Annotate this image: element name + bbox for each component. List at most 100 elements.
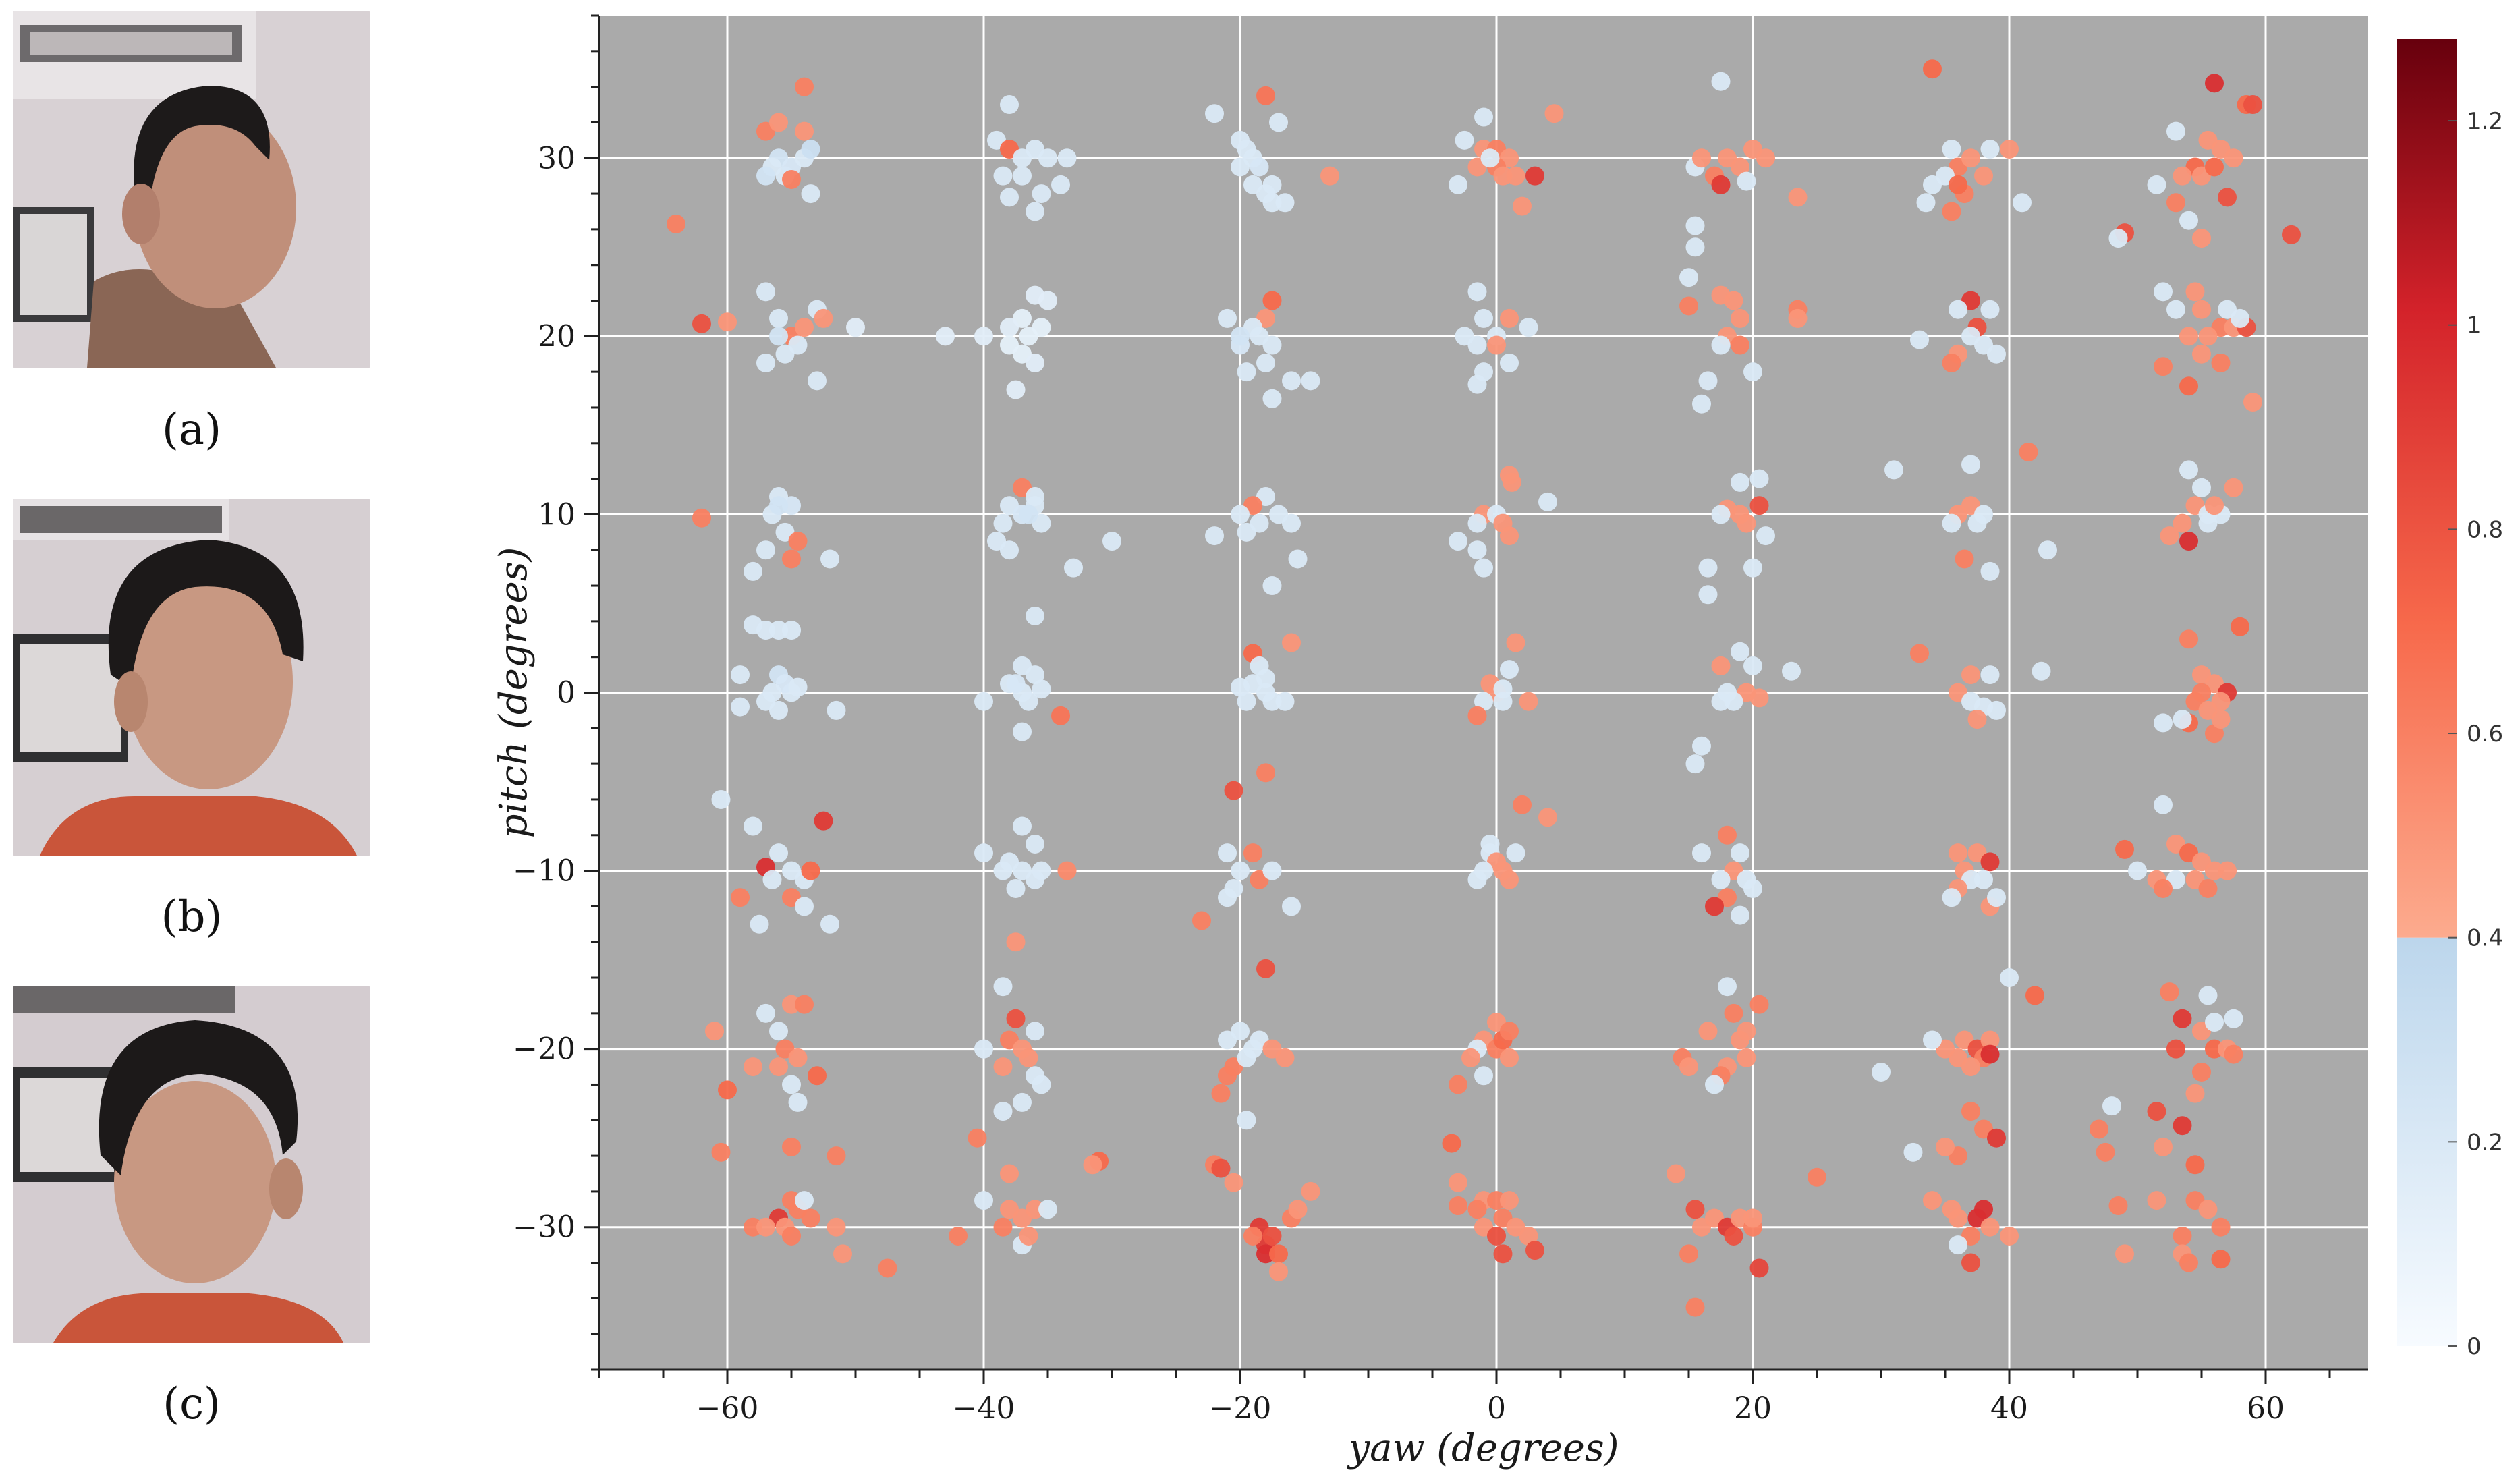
data-point bbox=[1237, 1111, 1256, 1130]
data-point bbox=[1692, 148, 1711, 168]
data-point bbox=[2185, 1155, 2205, 1175]
data-point bbox=[756, 282, 775, 302]
data-point bbox=[2211, 1250, 2231, 1269]
data-point bbox=[2198, 327, 2218, 346]
data-point bbox=[2224, 1009, 2243, 1028]
data-point bbox=[1980, 561, 2000, 581]
data-point bbox=[1737, 171, 1756, 191]
data-point bbox=[1006, 380, 1026, 399]
data-point bbox=[769, 700, 788, 720]
data-point bbox=[993, 513, 1013, 533]
data-point bbox=[1731, 157, 1749, 177]
data-point bbox=[1502, 472, 1521, 492]
y-tick-label: 0 bbox=[557, 676, 576, 710]
data-point bbox=[1449, 532, 1467, 551]
data-point bbox=[788, 335, 808, 355]
data-point bbox=[2192, 344, 2211, 364]
data-point bbox=[2211, 353, 2231, 372]
data-point bbox=[1519, 1226, 1538, 1246]
data-point bbox=[1980, 300, 2000, 319]
data-point bbox=[1282, 633, 1301, 652]
data-point bbox=[1026, 606, 1044, 625]
data-point bbox=[1711, 175, 1731, 194]
data-point bbox=[1288, 549, 1308, 569]
data-point bbox=[974, 843, 993, 863]
colorbar-tick-label: 0.2 bbox=[2467, 1129, 2503, 1156]
data-point bbox=[1256, 959, 1275, 978]
data-point bbox=[993, 977, 1013, 997]
data-point bbox=[1685, 216, 1705, 235]
data-point bbox=[878, 1258, 897, 1278]
data-point bbox=[756, 540, 775, 560]
data-point bbox=[1032, 861, 1051, 880]
data-point bbox=[1942, 353, 1961, 372]
data-point bbox=[1884, 460, 1903, 480]
data-point bbox=[1980, 140, 2000, 159]
data-point bbox=[1218, 308, 1237, 328]
data-point bbox=[1237, 362, 1256, 382]
x-tick-label: −40 bbox=[953, 1391, 1015, 1426]
data-point bbox=[1967, 710, 1987, 729]
data-point bbox=[1698, 371, 1718, 391]
data-point bbox=[2173, 1116, 2192, 1136]
y-tick-label: −30 bbox=[513, 1210, 576, 1245]
data-point bbox=[1102, 532, 1121, 551]
data-point bbox=[2224, 148, 2243, 168]
data-point bbox=[711, 789, 731, 809]
data-point bbox=[1724, 291, 1743, 310]
data-point bbox=[974, 692, 993, 711]
data-point bbox=[711, 1142, 731, 1162]
data-point bbox=[1916, 193, 1936, 213]
data-point bbox=[1480, 148, 1500, 168]
data-point bbox=[2198, 1200, 2218, 1219]
data-point bbox=[1737, 1022, 1756, 1041]
data-point bbox=[2108, 229, 2128, 248]
x-tick-label: −20 bbox=[1209, 1391, 1272, 1426]
data-point bbox=[1955, 549, 1974, 569]
data-point bbox=[718, 1080, 737, 1100]
data-point bbox=[692, 314, 711, 333]
data-point bbox=[1949, 175, 1967, 194]
data-point bbox=[820, 549, 839, 569]
data-point bbox=[2198, 513, 2218, 533]
data-point bbox=[1224, 878, 1243, 898]
data-point bbox=[1269, 113, 1288, 132]
data-point bbox=[1026, 202, 1044, 221]
data-point bbox=[1224, 1173, 1243, 1192]
panel-label-b: (b) bbox=[161, 892, 223, 942]
data-point bbox=[1692, 394, 1711, 414]
data-point bbox=[1474, 107, 1493, 127]
data-point bbox=[1692, 736, 1711, 756]
data-point bbox=[1474, 692, 1493, 711]
data-point bbox=[1026, 834, 1044, 854]
data-point bbox=[846, 318, 865, 337]
data-point bbox=[801, 861, 820, 880]
data-point bbox=[1320, 166, 1339, 186]
data-point bbox=[1269, 1244, 1288, 1264]
data-point bbox=[1724, 1003, 1743, 1023]
data-point bbox=[2154, 713, 2173, 733]
data-point bbox=[1923, 1030, 1942, 1050]
data-point bbox=[782, 549, 801, 569]
data-point bbox=[1949, 843, 1967, 863]
data-point bbox=[2198, 878, 2218, 898]
data-point bbox=[814, 811, 833, 831]
data-point bbox=[1243, 843, 1262, 863]
data-point bbox=[2231, 617, 2249, 636]
data-point bbox=[1262, 576, 1282, 596]
x-axis-ticks: −60 −40 −20 0 20 40 60 bbox=[598, 1370, 2331, 1426]
data-point bbox=[1961, 327, 1980, 346]
data-point bbox=[827, 1146, 846, 1166]
data-point bbox=[1987, 1128, 2006, 1148]
data-point bbox=[756, 1003, 775, 1023]
data-point bbox=[1731, 472, 1749, 492]
data-point bbox=[1237, 522, 1256, 542]
x-tick-label: 20 bbox=[1734, 1391, 1772, 1426]
data-point bbox=[1262, 389, 1282, 408]
data-point bbox=[1019, 1226, 1038, 1246]
data-point bbox=[993, 166, 1013, 186]
data-point bbox=[1467, 706, 1487, 725]
data-point bbox=[968, 1128, 987, 1148]
data-point bbox=[1487, 335, 1506, 355]
data-point bbox=[1019, 692, 1038, 711]
